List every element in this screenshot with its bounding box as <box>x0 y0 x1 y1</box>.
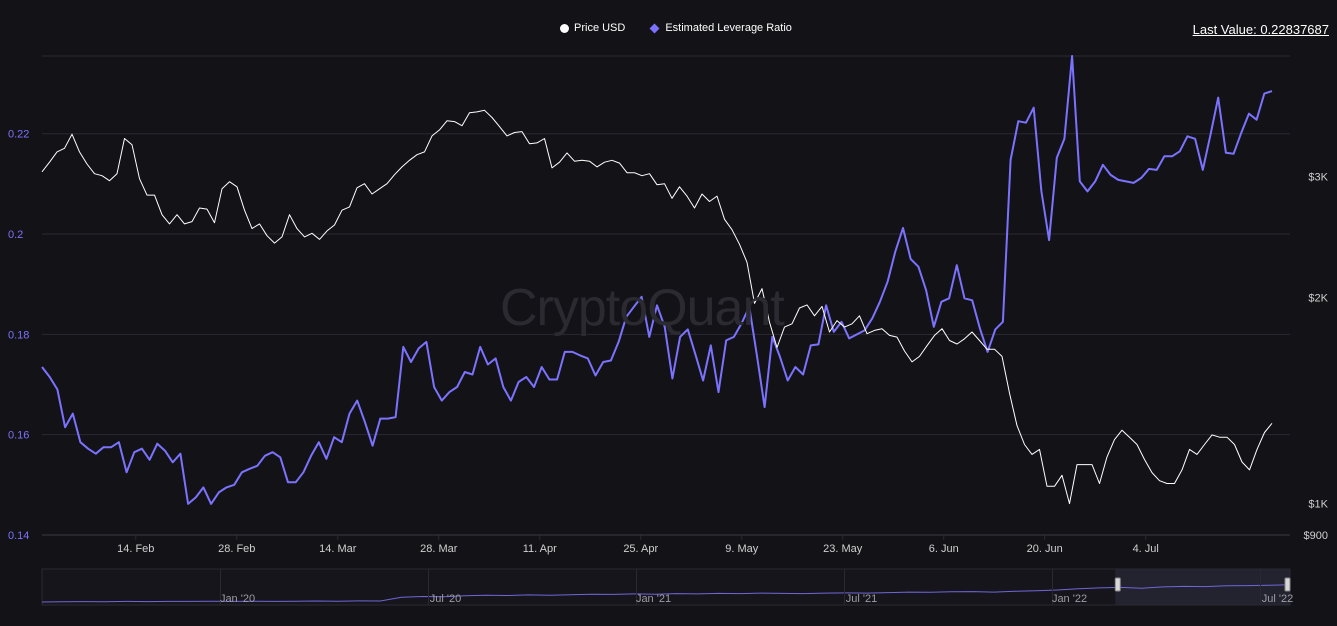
last-value-link[interactable]: Last Value: 0.22837687 <box>1192 22 1329 37</box>
navigator-handle[interactable] <box>1114 577 1121 592</box>
range-navigator[interactable]: Jan '20 Jul '20 Jan '21 Jul '21 Jan '22 Jul '… <box>41 568 1293 606</box>
navigator-tick-label: Jul '22 <box>1262 593 1293 605</box>
right-tick-label: $900 <box>1304 530 1328 542</box>
x-tick-label: 20. Jun <box>1027 543 1063 555</box>
navigator-tick-label: Jul '21 <box>846 593 877 605</box>
right-tick-label: $2K <box>1308 292 1328 304</box>
left-tick-label: 0.18 <box>8 329 29 341</box>
legend-item-price[interactable]: Price USD <box>560 22 625 34</box>
left-tick-label: 0.16 <box>8 430 29 442</box>
x-axis: 14. Feb 28. Feb 14. Mar 28. Mar 11. Apr 25. A… <box>42 534 1290 555</box>
navigator-tick-label: Jan '21 <box>636 593 671 605</box>
right-tick-label: $3K <box>1308 172 1328 184</box>
circle-marker-icon <box>560 23 569 33</box>
navigator-tick-label: Jan '20 <box>220 593 255 605</box>
left-axis: 0.14 0.16 0.18 0.2 0.22 <box>8 129 29 542</box>
x-tick-label: 25. Apr <box>623 543 658 555</box>
right-tick-label: $1K <box>1308 499 1328 511</box>
x-tick-label: 14. Mar <box>319 543 357 555</box>
right-axis: $900 $1K $2K $3K <box>1304 172 1329 542</box>
navigator-background <box>41 568 1291 606</box>
navigator-handle[interactable] <box>1284 577 1291 592</box>
price-line <box>41 109 1273 505</box>
x-tick-label: 14. Feb <box>117 543 154 555</box>
x-tick-label: 9. May <box>725 543 759 555</box>
legend-item-leverage[interactable]: Estimated Leverage Ratio <box>649 22 792 34</box>
x-tick-label: 4. Jul <box>1133 543 1159 555</box>
legend-label-price: Price USD <box>574 22 626 34</box>
navigator-line <box>41 584 1291 603</box>
left-tick-label: 0.14 <box>8 530 29 542</box>
navigator-tick-label: Jan '22 <box>1052 593 1087 605</box>
chart-legend: Price USD Estimated Leverage Ratio <box>560 22 792 34</box>
left-tick-label: 0.2 <box>8 229 23 241</box>
x-tick-label: 28. Mar <box>420 543 458 555</box>
x-tick-label: 23. May <box>823 543 863 555</box>
grid-lines <box>42 55 1290 536</box>
x-tick-label: 28. Feb <box>218 543 255 555</box>
leverage-ratio-line <box>41 55 1273 505</box>
navigator-tick-label: Jul '20 <box>430 593 461 605</box>
x-tick-label: 6. Jun <box>929 543 959 555</box>
left-tick-label: 0.22 <box>8 129 29 141</box>
series-lines <box>41 55 1273 505</box>
x-tick-label: 11. Apr <box>523 543 557 555</box>
diamond-marker-icon <box>649 23 660 33</box>
legend-label-leverage: Estimated Leverage Ratio <box>665 22 792 34</box>
